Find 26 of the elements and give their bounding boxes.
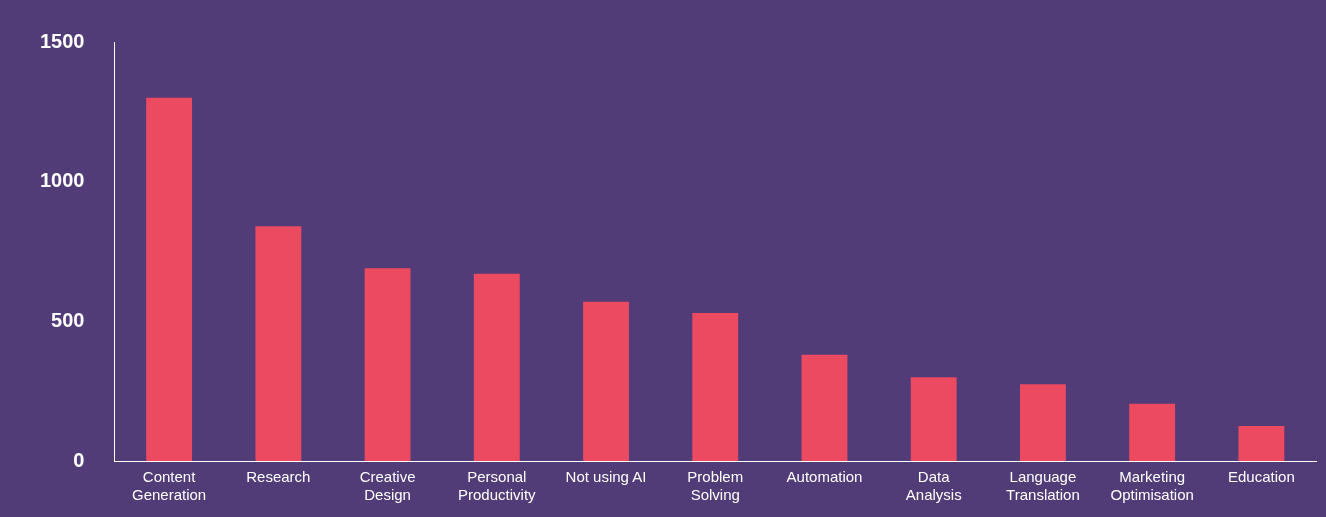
x-tick-label: Personal Productivity [458,468,537,504]
bar [801,354,848,461]
y-tick-label: 1000 [39,169,85,192]
x-tick-label: Research [246,468,311,486]
bar [583,301,629,461]
y-tick-label: 0 [73,448,85,471]
bar [910,377,957,461]
x-tick-label: Content Generation [132,468,207,504]
y-tick-label: 500 [51,308,85,331]
x-tick-label: Automation [786,468,863,486]
x-tick-label: Language Translation [1006,468,1080,504]
bar [1129,403,1176,461]
bar [146,97,193,461]
x-tick-label: Not using AI [565,468,647,486]
bar [1019,384,1066,461]
x-tick-label: Problem Solving [687,468,744,504]
x-tick-label: Education [1228,468,1295,486]
x-tick-label: Data Analysis [905,468,962,504]
bar [1238,426,1285,461]
bar [473,273,520,461]
x-tick-label: Marketing Optimisation [1110,468,1194,504]
y-tick-label: 1500 [39,29,85,52]
bar [692,312,739,461]
bar [364,268,411,461]
bar [255,226,302,461]
x-tick-label: Creative Design [359,468,416,504]
